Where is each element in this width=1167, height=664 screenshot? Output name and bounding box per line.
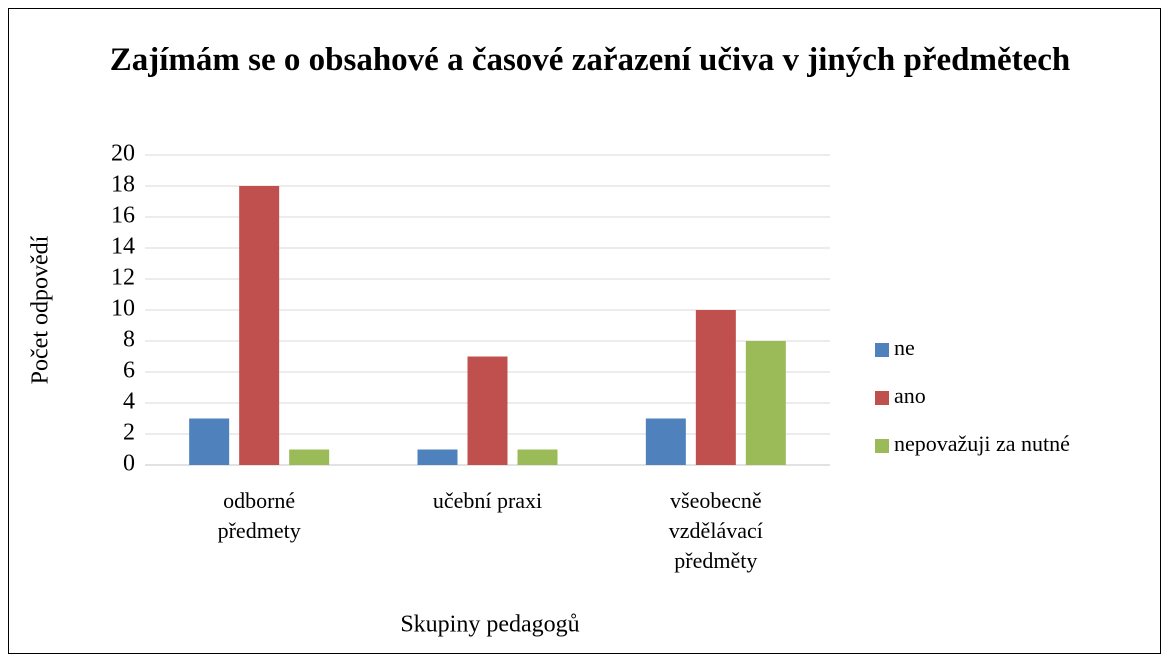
bar [517,449,558,465]
x-tick-label: odborné předmety [217,488,301,543]
legend-label: nepovažuji za nutné [894,431,1070,456]
chart-frame [8,8,1161,654]
legend-label: ne [894,335,915,360]
legend-label: ano [894,383,926,408]
x-tick-label: učební praxi [432,488,543,513]
legend-swatch [875,343,889,357]
legend-swatch [875,391,889,405]
bar [645,418,686,465]
bar [417,449,458,465]
y-tick-label: 0 [123,451,135,477]
y-tick-label: 2 [123,420,135,446]
y-tick-label: 16 [111,203,135,229]
bar [239,186,280,465]
legend-swatch [875,439,889,453]
x-axis-label: Skupiny pedagogů [400,612,579,638]
bar [695,310,736,465]
x-tick-label: všeobecně vzdělávací předměty [668,488,763,573]
y-tick-label: 4 [123,389,135,415]
y-tick-label: 10 [111,296,135,322]
bar [467,356,508,465]
y-tick-label: 6 [123,358,135,384]
y-tick-label: 18 [111,172,135,198]
y-tick-label: 12 [111,265,135,291]
bar [189,418,230,465]
chart-title: Zajímám se o obsahové a časové zařazení … [109,42,1071,78]
y-axis-label: Počet odpovědí [28,235,54,384]
y-tick-label: 14 [111,234,135,260]
y-tick-label: 8 [123,327,135,353]
bar [289,449,330,465]
y-tick-label: 20 [111,141,135,167]
bar [745,341,786,465]
